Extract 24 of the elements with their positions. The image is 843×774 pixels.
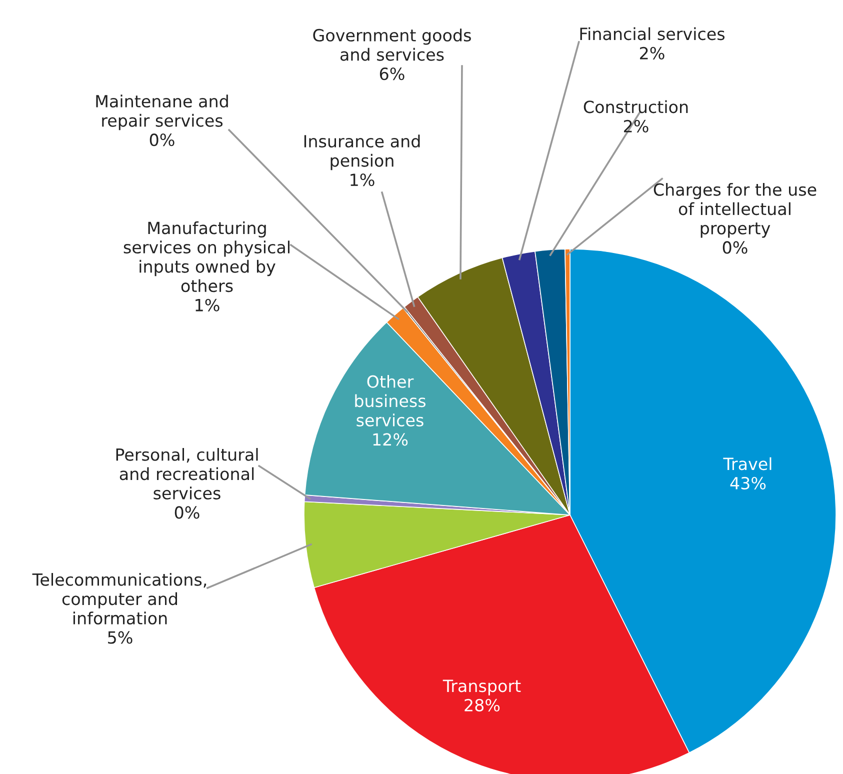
data-label: 12% bbox=[373, 433, 408, 446]
data-label: 5% bbox=[108, 631, 132, 644]
data-label: 6% bbox=[380, 68, 404, 80]
slice-label: Transport bbox=[442, 680, 521, 696]
data-label: 0% bbox=[722, 241, 748, 254]
slice-label: Telecommunications, computer and information bbox=[32, 572, 206, 624]
slice-label: Government goods and services bbox=[313, 28, 471, 61]
slice-label: Travel bbox=[723, 457, 772, 470]
data-label: 2% bbox=[640, 46, 664, 60]
slice-label: Financial services bbox=[580, 27, 725, 40]
data-label: 1% bbox=[196, 298, 220, 312]
data-label: 28% bbox=[464, 698, 500, 712]
data-label: 0% bbox=[150, 134, 174, 146]
slice-label: Insurance and pension bbox=[304, 134, 420, 170]
slice-label: Maintenane and repair services bbox=[96, 94, 228, 130]
data-label: 43% bbox=[730, 476, 766, 490]
data-label: 0% bbox=[174, 506, 200, 519]
slice-label: Charges for the use of intellectual property bbox=[654, 182, 816, 238]
data-label: 1% bbox=[350, 174, 374, 186]
slice-label: Other business services bbox=[355, 374, 426, 426]
slice-label: Manufacturing services on physical inputs owned by others bbox=[124, 221, 290, 292]
slice-label: Personal, cultural and recreational services bbox=[116, 448, 258, 500]
slice-label: Construction bbox=[584, 100, 688, 114]
data-label: 2% bbox=[624, 120, 648, 132]
